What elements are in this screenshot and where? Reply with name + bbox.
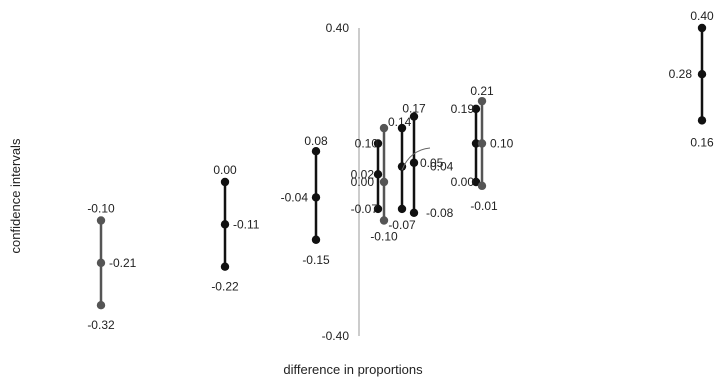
- interval-4-upper-point: [373, 139, 383, 148]
- interval-1-estimate-point: [96, 258, 106, 268]
- interval-2-estimate-point: [220, 220, 230, 229]
- interval-8-lower-point: [471, 177, 481, 187]
- interval-10-upper-label: 0.40: [690, 9, 714, 23]
- interval-2-upper-point: [220, 177, 230, 187]
- y-tick-label-top: 0.40: [326, 21, 350, 35]
- interval-9-upper-point: [477, 96, 487, 106]
- interval-3-upper-point: [311, 147, 321, 156]
- interval-5-upper-label: 0.14: [388, 115, 412, 129]
- interval-4-lower-point: [373, 204, 383, 214]
- interval-6-lower-point: [397, 204, 407, 214]
- interval-7-estimate-point: [409, 158, 419, 167]
- interval-1-lower-label: -0.32: [87, 318, 115, 332]
- leader-line: [401, 147, 431, 171]
- interval-10-lower-label: 0.16: [690, 135, 714, 149]
- interval-5-lower-label: -0.10: [370, 230, 398, 244]
- interval-4-estimate-point: [373, 170, 383, 179]
- interval-2-lower-label: -0.22: [211, 280, 239, 294]
- interval-7-upper-point: [409, 112, 419, 121]
- interval-8-upper-label: 0.19: [451, 102, 475, 116]
- interval-3-estimate-point: [311, 193, 321, 202]
- interval-7-upper-label: 0.17: [402, 102, 426, 116]
- interval-10-estimate-label: 0.28: [669, 67, 693, 81]
- interval-10-lower-point: [697, 116, 707, 125]
- interval-9-upper-label: 0.21: [470, 84, 494, 98]
- interval-5-estimate-label: 0.00: [351, 175, 375, 189]
- interval-8-upper-point: [471, 104, 481, 114]
- interval-2-lower-point: [220, 262, 230, 271]
- interval-8-estimate-point: [471, 139, 481, 148]
- interval-3-lower-point: [311, 235, 321, 244]
- interval-4-lower-label: -0.07: [351, 202, 379, 216]
- interval-7-estimate-label: 0.05: [420, 156, 444, 170]
- interval-4-estimate-label: 0.02: [351, 167, 375, 181]
- interval-4-upper-label: 0.10: [355, 137, 379, 151]
- interval-group: -0.10 -0.21 -0.32 0.00 -0.11 -0.22 0.08 -0.04 -0…: [87, 9, 714, 332]
- interval-2-upper-label: 0.00: [213, 163, 237, 177]
- y-axis-title: confidence intervals: [8, 138, 23, 253]
- interval-9-lower-label: -0.01: [470, 199, 498, 213]
- interval-9-estimate-label: 0.10: [490, 137, 514, 151]
- interval-6-estimate-label: 0.04: [430, 160, 454, 174]
- interval-1-upper-point: [96, 216, 106, 225]
- interval-7-lower-point: [409, 208, 419, 217]
- interval-1-estimate-label: -0.21: [109, 256, 137, 270]
- interval-1-upper-label: -0.10: [87, 202, 115, 216]
- interval-5-upper-point: [379, 123, 389, 133]
- y-tick-label-bottom: -0.40: [322, 329, 350, 343]
- interval-9-estimate-point: [477, 139, 487, 148]
- interval-5-estimate-point: [379, 177, 389, 187]
- interval-2-estimate-label: -0.11: [233, 217, 260, 231]
- interval-10-upper-point: [697, 23, 707, 33]
- interval-7-lower-label: -0.08: [426, 206, 454, 220]
- interval-9-lower-point: [477, 181, 487, 191]
- interval-8-lower-label: 0.00: [451, 175, 475, 189]
- interval-1-lower-point: [96, 301, 106, 310]
- interval-5-lower-point: [379, 216, 389, 225]
- x-axis-title: difference in proportions: [283, 362, 423, 377]
- interval-6-lower-label: -0.07: [388, 218, 416, 232]
- interval-6-upper-point: [397, 123, 407, 133]
- interval-3-lower-label: -0.15: [302, 253, 330, 267]
- interval-10-estimate-point: [697, 70, 707, 79]
- interval-3-estimate-label: -0.04: [281, 190, 309, 204]
- interval-3-upper-label: 0.08: [304, 134, 328, 148]
